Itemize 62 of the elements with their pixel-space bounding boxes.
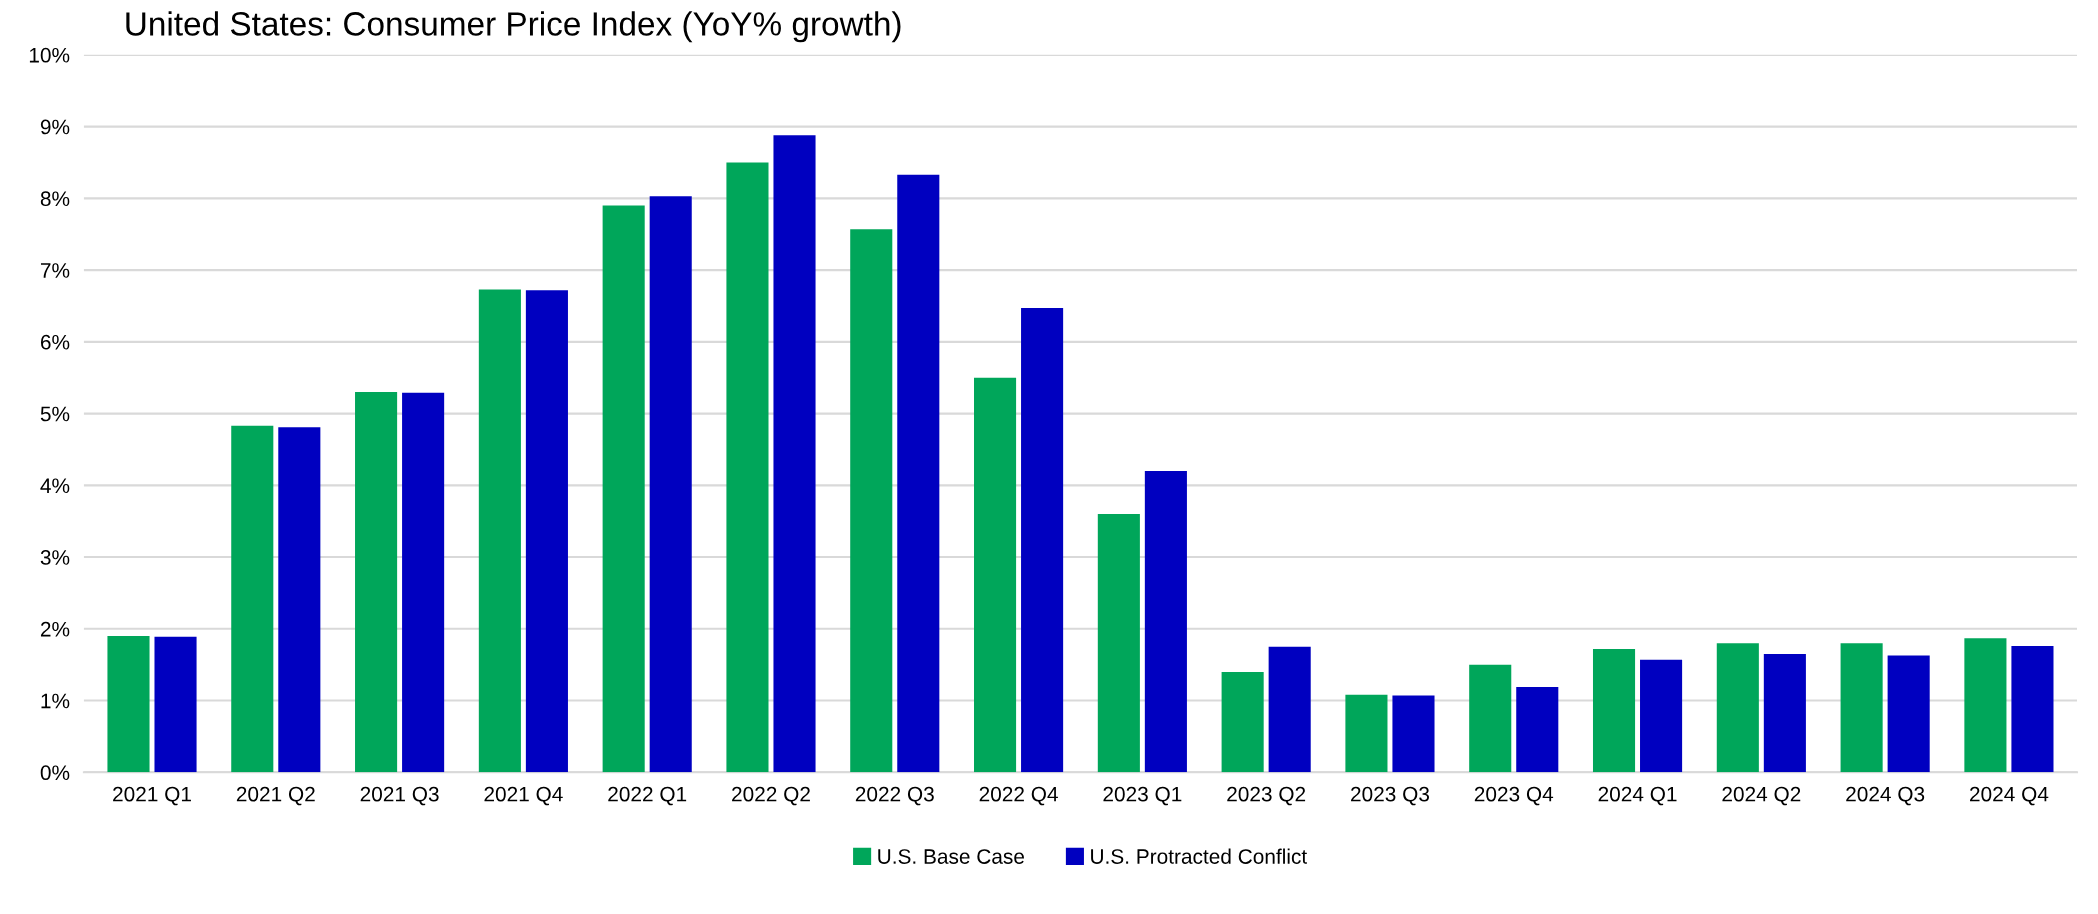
y-tick-label: 0%: [40, 765, 70, 781]
x-tick-label: 2024 Q4: [1970, 786, 2049, 806]
y-tick-label: 5%: [40, 406, 70, 422]
bar: [1964, 638, 2007, 773]
x-tick-label: 2022 Q2: [732, 786, 810, 806]
bar: [897, 174, 940, 773]
bar: [1469, 664, 1512, 773]
bar: [355, 392, 398, 773]
x-tick-label: 2022 Q3: [855, 786, 934, 806]
legend-label: U.S. Protracted Conflict: [1091, 848, 1308, 864]
bar: [154, 636, 197, 773]
y-tick-label: 8%: [40, 191, 70, 207]
bar: [2011, 646, 2054, 773]
bar: [107, 636, 150, 773]
x-tick-label: 2023 Q2: [1227, 786, 1306, 806]
bar: [726, 162, 769, 773]
bar: [1592, 648, 1636, 773]
bar: [1887, 655, 1930, 773]
x-tick-label: 2024 Q2: [1722, 786, 1801, 806]
bar: [974, 377, 1017, 773]
x-tick-label: 2023 Q1: [1103, 786, 1182, 806]
y-tick-label: 4%: [40, 478, 70, 494]
x-tick-label: 2021 Q4: [484, 786, 563, 806]
x-tick-label: 2023 Q4: [1474, 786, 1554, 806]
bar: [1021, 308, 1064, 773]
bar: [1144, 470, 1187, 773]
bar: [1840, 643, 1883, 773]
bar: [525, 290, 568, 773]
bar: [1516, 686, 1559, 773]
bar: [478, 289, 521, 773]
x-tick-label: 2024 Q1: [1598, 786, 1677, 806]
chart-title: United States: Consumer Price Index (YoY% growth): [126, 11, 901, 43]
bar: [602, 205, 645, 773]
y-tick-label: 6%: [40, 334, 70, 350]
bar: [278, 427, 321, 773]
y-tick-label: 3%: [40, 550, 70, 565]
bar: [773, 135, 816, 773]
bar: [1392, 695, 1435, 773]
legend-label: U.S. Base Case: [878, 849, 1024, 864]
bar: [1763, 653, 1806, 773]
x-tick-label: 2021 Q2: [236, 786, 315, 806]
bar: [1716, 643, 1759, 773]
x-tick-label: 2022 Q1: [608, 786, 687, 806]
y-tick-label: 2%: [40, 621, 70, 637]
bar: [1097, 514, 1140, 773]
x-tick-label: 2021 Q1: [113, 786, 191, 806]
bar: [649, 196, 692, 773]
x-tick-label: 2024 Q3: [1846, 786, 1925, 806]
x-tick-label: 2023 Q3: [1351, 786, 1430, 806]
x-tick-label: 2022 Q4: [979, 786, 1058, 806]
bar: [1345, 694, 1388, 773]
y-tick-label: 1%: [41, 693, 70, 709]
bar: [850, 229, 893, 773]
bar: [231, 425, 274, 773]
bar: [1640, 659, 1683, 773]
y-tick-label: 10%: [29, 47, 70, 63]
y-tick-label: 7%: [40, 263, 70, 278]
bar: [1268, 646, 1311, 773]
y-tick-label: 9%: [40, 119, 70, 135]
x-tick-label: 2021 Q3: [360, 786, 439, 806]
bar: [1221, 671, 1264, 773]
bar: [402, 392, 445, 773]
